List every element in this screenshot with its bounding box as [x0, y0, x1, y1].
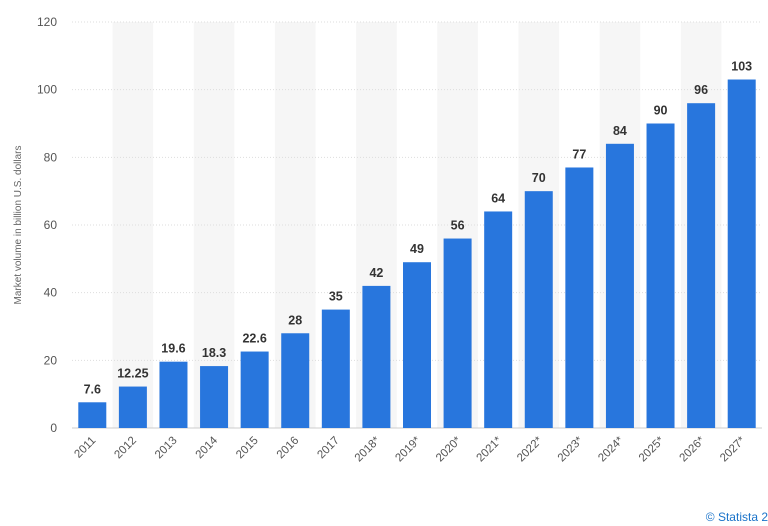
data-label: 84: [613, 124, 627, 138]
bar: [646, 123, 675, 428]
y-tick-label: 40: [44, 286, 58, 300]
bar: [200, 366, 229, 428]
bars: [78, 79, 756, 429]
data-label: 70: [532, 171, 546, 185]
bar: [727, 79, 756, 429]
x-tick-label: 2014: [194, 434, 221, 461]
data-label: 18.3: [202, 346, 226, 360]
column-band: [193, 22, 235, 428]
y-axis-ticks: 0 20 40 60 80 100 120: [37, 15, 57, 435]
data-label: 12.25: [117, 367, 148, 381]
bar: [362, 285, 391, 428]
bar: [484, 211, 513, 428]
x-tick-label: 2020*: [434, 434, 464, 464]
x-tick-label: 2013: [153, 435, 180, 462]
x-tick-label: 2023*: [556, 434, 586, 464]
data-label: 49: [410, 242, 424, 256]
data-label: 19.6: [161, 342, 185, 356]
x-tick-label: 2018*: [353, 434, 383, 464]
data-label: 22.6: [242, 332, 266, 346]
data-label: 35: [329, 290, 343, 304]
x-tick-label: 2024*: [596, 434, 626, 464]
bar: [281, 333, 310, 428]
bar: [524, 191, 553, 428]
bar: [565, 167, 594, 428]
bar: [605, 143, 634, 429]
y-tick-label: 100: [37, 83, 57, 97]
data-label: 90: [654, 104, 668, 118]
data-label: 42: [369, 266, 383, 280]
bar: [159, 361, 188, 428]
x-tick-label: 2026*: [677, 434, 707, 464]
bar: [687, 103, 716, 428]
bar: [78, 402, 107, 428]
y-tick-label: 20: [44, 353, 58, 367]
x-tick-label: 2012: [112, 435, 139, 462]
x-tick-label: 2015: [234, 435, 261, 462]
x-tick-label: 2019*: [393, 434, 423, 464]
y-tick-label: 120: [37, 15, 57, 29]
x-axis-ticks: 2011 2012 2013 2014 2015 2016 2017 2018* 2019* 20…: [72, 434, 748, 464]
x-tick-label: 2021*: [475, 434, 505, 464]
x-tick-label: 2016: [275, 435, 302, 462]
y-tick-label: 60: [44, 218, 58, 232]
statista-credit-link[interactable]: © Statista 2: [705, 510, 768, 524]
data-label: 56: [451, 219, 465, 233]
data-label: 7.6: [84, 382, 101, 396]
bar: [240, 351, 269, 428]
bar: [321, 309, 350, 428]
x-tick-label: 2017: [315, 435, 342, 462]
x-tick-label: 2011: [72, 435, 98, 461]
x-tick-label: 2022*: [515, 434, 545, 464]
bar: [118, 386, 147, 428]
bar: [443, 238, 472, 428]
y-tick-label: 0: [50, 421, 57, 435]
data-label: 103: [731, 60, 752, 74]
data-label: 64: [491, 191, 505, 205]
y-axis-title: Market volume in billion U.S. dollars: [13, 146, 24, 305]
x-tick-label: 2027*: [718, 434, 748, 464]
bar: [403, 262, 431, 428]
data-label: 28: [288, 313, 302, 327]
y-tick-label: 80: [44, 150, 58, 164]
data-labels: 7.6 12.25 19.6 18.3 22.6 28 35 42 49 56 64 70 77 84 90…: [84, 60, 753, 397]
x-tick-label: 2025*: [637, 434, 667, 464]
data-label: 96: [694, 83, 708, 97]
data-label: 77: [572, 147, 586, 161]
